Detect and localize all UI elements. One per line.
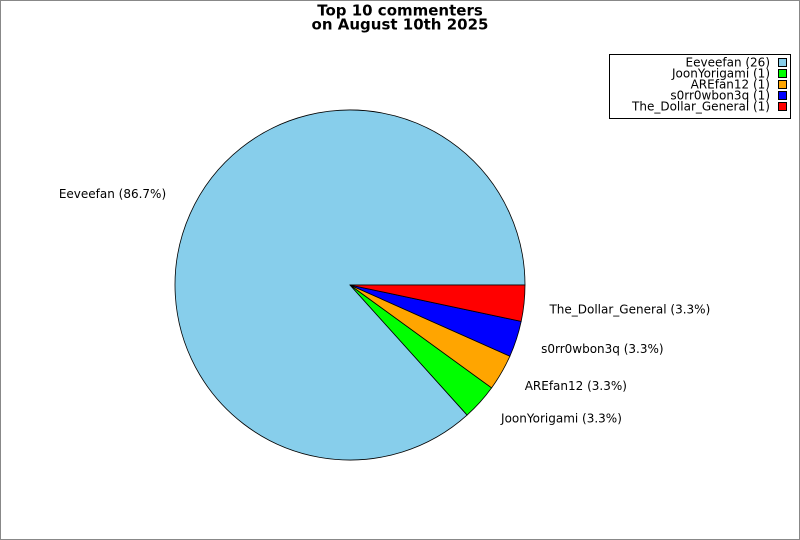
- chart-title: Top 10 commenters: [317, 2, 483, 20]
- slice-label: AREfan12 (3.3%): [525, 379, 627, 393]
- slice-label: Eeveefan (86.7%): [59, 187, 166, 201]
- legend-swatch: [778, 80, 787, 89]
- legend-swatch: [778, 91, 787, 100]
- pie-slice: [349, 284, 526, 322]
- pie: Eeveefan (86.7%) JoonYorigami (3.3%) AREfa…: [59, 109, 710, 461]
- legend-label: s0rr0wbon3q (1): [670, 89, 770, 103]
- legend-label: Eeveefan (26): [686, 56, 770, 70]
- legend-swatch: [778, 69, 787, 78]
- legend-swatch: [778, 102, 787, 111]
- chart-subtitle: on August 10th 2025: [312, 16, 489, 34]
- legend: Eeveefan (26)JoonYorigami (1)AREfan12 (1…: [609, 54, 791, 119]
- slice-label: s0rr0wbon3q (3.3%): [541, 342, 663, 356]
- legend-swatch: [778, 58, 787, 67]
- slice-label: The_Dollar_General (3.3%): [548, 303, 710, 317]
- legend-label: The_Dollar_General (1): [631, 100, 770, 114]
- legend-box: [609, 54, 791, 119]
- slice-label: JoonYorigami (3.3%): [500, 411, 622, 425]
- legend-label: AREfan12 (1): [691, 78, 770, 92]
- legend-label: JoonYorigami (1): [671, 67, 770, 81]
